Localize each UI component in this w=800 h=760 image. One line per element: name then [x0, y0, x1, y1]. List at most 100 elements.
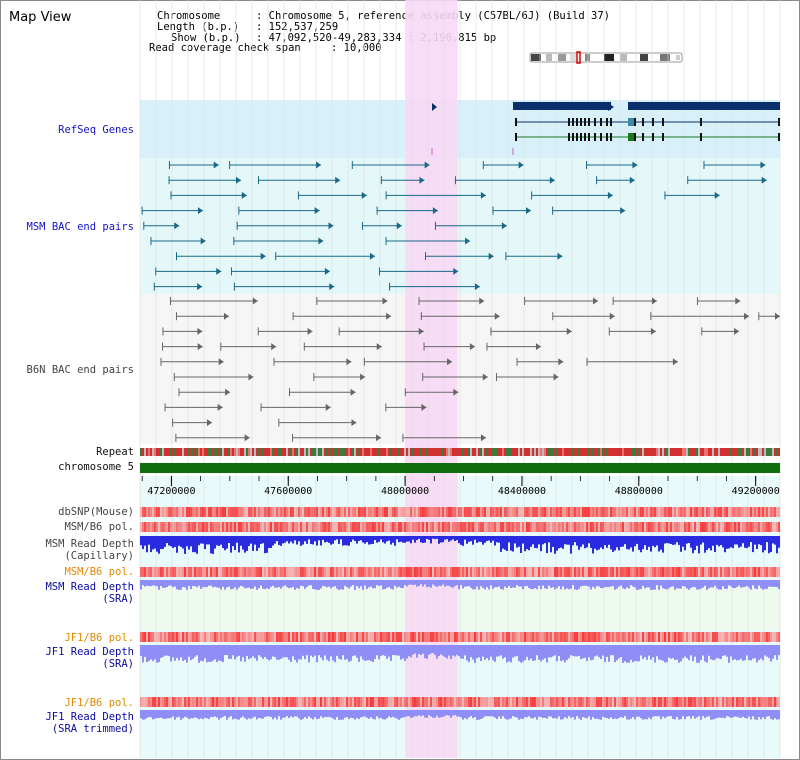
dbsnp-heat: [486, 507, 488, 517]
msm-b6-pol-heat: [434, 522, 436, 532]
msm-depth-sra: [762, 580, 764, 590]
msm-depth-sra: [188, 580, 190, 586]
jf1-depth-sra: [242, 645, 244, 658]
jf1-b6-pol-heat: [228, 632, 230, 642]
track-label-msm-depth-sra[interactable]: MSM Read Depth: [45, 581, 134, 593]
jf1-b6-pol-heat: [454, 632, 456, 642]
jf1-b6-pol-heat: [602, 632, 604, 642]
dbsnp-heat: [296, 507, 298, 517]
jf1-b6-pol-heat: [656, 632, 658, 642]
chromosome-bar[interactable]: [140, 463, 780, 473]
msm-b6-pol-heat: [222, 567, 224, 577]
jf1-b6-pol-heat: [404, 632, 406, 642]
jf1-depth-trim: [594, 710, 596, 719]
track-label-chromosome[interactable]: chromosome 5: [58, 461, 134, 473]
jf1-depth-trim: [292, 710, 294, 718]
jf1-b6-pol-heat: [428, 632, 430, 642]
msm-depth-cap: [228, 536, 230, 543]
msm-b6-pol-heat: [686, 522, 688, 532]
track-label-b6n-bac[interactable]: B6N BAC end pairs: [26, 364, 134, 376]
jf1-depth-sra: [540, 645, 542, 662]
msm-depth-cap: [312, 536, 314, 545]
highlight-region[interactable]: [405, 0, 458, 758]
dbsnp-heat: [558, 507, 560, 517]
repeat-segment: [712, 448, 714, 456]
track-label-jf1-b6-pol[interactable]: JF1/B6 pol.: [64, 632, 134, 644]
msm-b6-pol-heat: [392, 567, 394, 577]
gene-block[interactable]: [513, 102, 611, 110]
gene-block[interactable]: [628, 102, 780, 110]
msm-b6-pol-heat: [598, 522, 600, 532]
msm-b6-pol-heat: [414, 567, 416, 577]
msm-depth-sra: [364, 580, 366, 586]
chromosome-ideogram[interactable]: [529, 51, 683, 64]
jf1-b6-pol-heat: [326, 632, 328, 642]
track-label-msm-bac[interactable]: MSM BAC end pairs: [26, 221, 134, 233]
jf1-depth-trim: [572, 710, 574, 717]
jf1-depth-trim: [742, 710, 744, 717]
track-label-msm-depth-cap[interactable]: MSM Read Depth: [45, 538, 134, 550]
msm-depth-cap: [400, 536, 402, 542]
jf1-depth-trim: [446, 710, 448, 716]
jf1-b6-pol-heat: [602, 697, 604, 707]
dbsnp-heat: [266, 507, 268, 517]
msm-depth-cap: [316, 536, 318, 546]
msm-b6-pol-heat: [622, 522, 624, 532]
track-label-jf1-depth-trim[interactable]: JF1 Read Depth: [45, 711, 134, 723]
jf1-depth-sra: [470, 645, 472, 658]
track-label-dbsnp[interactable]: dbSNP(Mouse): [58, 506, 134, 518]
msm-depth-sra: [636, 580, 638, 590]
exon: [778, 133, 780, 141]
msm-depth-sra: [748, 580, 750, 588]
msm-depth-sra: [358, 580, 360, 589]
msm-depth-cap: [152, 536, 154, 550]
track-label-msm-b6-pol-2[interactable]: MSM/B6 pol.: [64, 566, 134, 578]
jf1-depth-trim: [338, 710, 340, 720]
dbsnp-heat: [214, 507, 216, 517]
msm-b6-pol-heat: [582, 522, 584, 532]
dbsnp-heat: [592, 507, 594, 517]
jf1-depth-trim: [514, 710, 516, 717]
track-label-repeat[interactable]: Repeat: [96, 446, 134, 458]
track-label-jf1-b6-pol-2[interactable]: JF1/B6 pol.: [64, 697, 134, 709]
jf1-depth-sra: [630, 645, 632, 660]
msm-depth-cap: [680, 536, 682, 552]
msm-depth-cap: [380, 536, 382, 540]
jf1-b6-pol-heat: [588, 632, 590, 642]
track-label-msm-b6-pol[interactable]: MSM/B6 pol.: [64, 521, 134, 533]
msm-depth-cap: [270, 536, 272, 548]
track-label-refseq[interactable]: RefSeq Genes: [58, 124, 134, 136]
jf1-b6-pol-heat: [764, 632, 766, 642]
msm-b6-pol-heat: [504, 567, 506, 577]
jf1-b6-pol-heat: [368, 697, 370, 707]
jf1-depth-trim: [306, 710, 308, 719]
msm-b6-pol-heat: [402, 522, 404, 532]
jf1-b6-pol-heat: [578, 632, 580, 642]
repeat-segment: [374, 448, 376, 456]
exon: [580, 133, 582, 141]
dbsnp-heat: [258, 507, 260, 517]
msm-depth-sra: [644, 580, 646, 589]
repeat-segment: [168, 448, 170, 456]
b6n-bac-pair-end: [218, 358, 224, 366]
jf1-depth-trim: [242, 710, 244, 717]
jf1-b6-pol-heat: [172, 632, 174, 642]
jf1-b6-pol-heat: [342, 632, 344, 642]
jf1-b6-pol-heat: [320, 697, 322, 707]
track-label-jf1-depth-sra[interactable]: JF1 Read Depth: [45, 646, 134, 658]
jf1-depth-sra: [714, 645, 716, 660]
msm-b6-pol-heat: [192, 567, 194, 577]
dbsnp-heat: [408, 507, 410, 517]
jf1-depth-trim: [402, 710, 404, 718]
msm-b6-pol-heat: [660, 567, 662, 577]
jf1-depth-trim: [778, 710, 780, 720]
jf1-depth-sra: [198, 645, 200, 663]
dbsnp-heat: [462, 507, 464, 517]
repeat-segment: [194, 448, 196, 456]
jf1-depth-sra: [682, 645, 684, 659]
msm-b6-pol-heat: [438, 567, 440, 577]
jf1-b6-pol-heat: [266, 697, 268, 707]
jf1-b6-pol-heat: [146, 632, 148, 642]
jf1-b6-pol-heat: [526, 632, 528, 642]
